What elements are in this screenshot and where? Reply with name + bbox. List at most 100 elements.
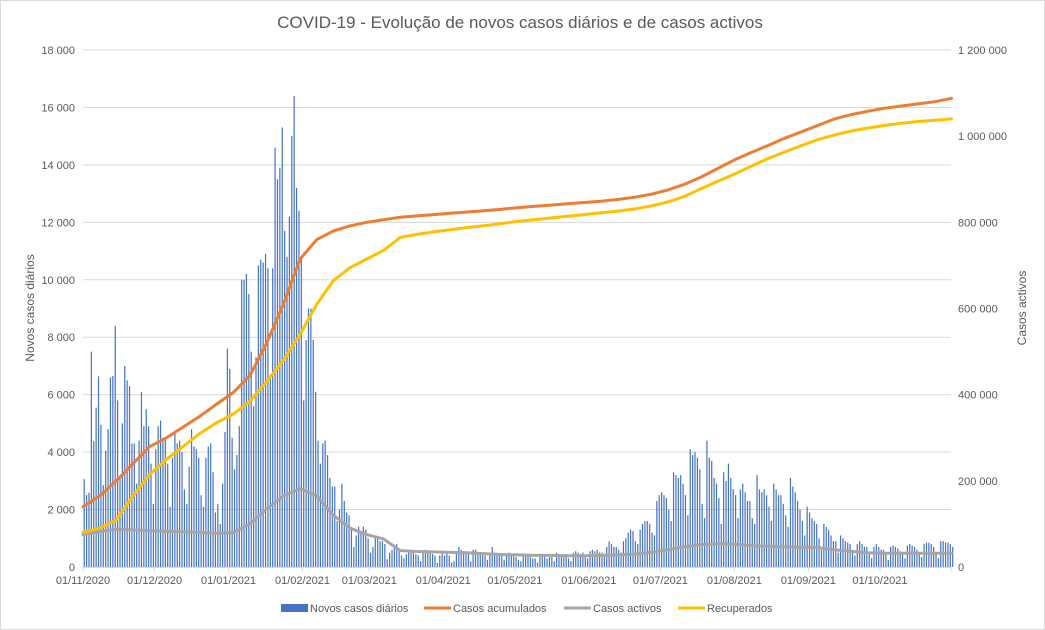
bar [346,512,348,567]
bar [276,179,279,567]
bar [415,554,417,567]
bar [367,538,369,567]
bar [451,562,453,567]
bar [114,325,116,567]
bar [629,529,632,567]
bar [565,554,567,567]
bar [112,375,114,567]
bar [253,406,255,567]
bar [274,147,276,567]
y2-tick-label: 400 000 [958,390,998,402]
bar [431,554,434,567]
bar [334,486,336,567]
bar [420,561,422,567]
bar [823,523,825,567]
bar [701,503,703,567]
bar [372,546,374,567]
line-recuperados [81,117,953,534]
bar [818,538,820,567]
bar [181,452,183,567]
bar [241,279,243,567]
bar [682,483,684,567]
bar [503,559,505,567]
bar [603,555,605,567]
bar [131,443,133,567]
bar [286,256,288,567]
x-tick-label: 01/09/2021 [781,575,836,587]
bar [109,377,112,567]
legend-item: Casos activos [564,603,662,615]
bar [350,529,353,567]
bar [505,555,508,567]
bar [117,400,119,567]
bar [861,544,863,567]
bar [236,454,238,567]
bar [949,544,951,567]
bar [763,489,765,567]
bar [417,555,419,567]
bar [835,541,837,567]
bar [844,541,846,567]
bar [219,523,221,567]
bar [706,440,708,567]
bar [830,535,832,567]
x-tick-label: 01/05/2021 [487,575,542,587]
x-tick-label: 01/03/2021 [342,575,397,587]
bar [331,486,333,567]
bar [279,167,281,567]
bar [680,475,682,567]
bar [589,551,591,567]
bar [570,561,572,567]
legend-label: Recuperados [707,603,773,615]
bar [260,259,262,567]
bar [310,308,312,567]
bar [618,549,620,567]
bar [797,500,799,567]
bar [436,562,438,567]
bar [792,486,794,567]
bar [405,554,407,567]
bar [944,542,947,567]
bar [179,440,181,567]
bar [670,521,672,567]
bar [692,454,694,567]
y2-tick-label: 1 000 000 [958,131,1007,143]
bar [699,469,701,567]
bar [894,546,897,567]
bar [195,449,197,567]
bar [143,426,145,567]
bar [761,492,763,567]
y2-tick-label: 600 000 [958,304,998,316]
bar [801,521,803,567]
bar [295,187,298,567]
bar [641,523,644,567]
bar [520,561,522,567]
bar [510,554,512,567]
bar [529,556,531,567]
line-series [81,96,953,558]
bar [923,544,925,567]
bar [572,552,574,567]
legend-label: Novos casos diários [310,603,409,615]
bar [928,542,930,567]
x-tick-label: 01/10/2021 [852,575,907,587]
legend: Novos casos diários Casos acumulados Casos… [281,603,773,615]
y2-tick-label: 800 000 [958,217,998,229]
bar [560,555,562,567]
bar [501,555,503,567]
bar [357,526,360,567]
bar [703,518,706,567]
legend-item: Casos acumulados [424,603,547,615]
y2-tick-label: 200 000 [958,476,998,488]
bar [696,457,699,567]
bar [711,460,713,567]
y-tick-label: 0 [69,562,75,574]
bar [221,483,224,567]
bar [315,391,317,567]
bar [460,549,462,567]
bar [584,555,586,567]
bar [901,554,904,567]
bar [808,512,811,567]
bar [95,407,97,567]
